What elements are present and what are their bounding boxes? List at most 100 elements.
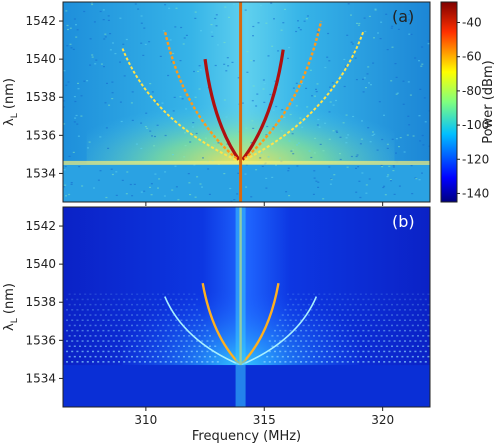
comb-dot [276,324,279,327]
comb-dot [411,355,414,358]
comb-dot [133,329,136,332]
comb-dot [297,314,300,316]
comb-dot [162,335,165,337]
comb-dot [385,293,388,295]
speckle-dot [122,43,125,45]
speckle-dot [355,155,358,158]
comb-dot [76,329,79,332]
comb-dot [180,340,183,342]
comb-dot [318,303,321,306]
speckle-dot [68,193,71,196]
speckle-dot [287,57,289,59]
speckle-dot [171,189,174,191]
comb-dot [357,361,360,363]
speckle-dot [427,43,430,45]
speckle-dot [344,65,347,67]
speckle-dot [297,27,300,29]
speckle-dot [390,180,392,182]
comb-dot [357,340,360,342]
panel-b-lower-band [63,365,430,407]
speckle-dot [200,30,202,32]
speckle-dot [225,116,228,118]
comb-dot [315,361,318,363]
comb-dot [157,293,159,295]
comb-dot [180,361,183,363]
comb-dot [68,293,71,295]
speckle-dot [214,17,217,20]
speckle-dot [161,102,164,104]
speckle-dot [355,79,358,81]
panel-a-label: (a) [392,7,414,26]
comb-dot [370,345,373,347]
comb-dot [414,361,417,363]
comb-dot [180,350,183,353]
speckle-dot [415,178,418,180]
comb-dot [196,340,198,342]
comb-dot [170,340,172,342]
comb-dot [417,293,419,295]
comb-dot [359,293,362,295]
comb-dot [177,314,180,316]
comb-dot [362,298,365,301]
comb-dot [349,293,352,295]
comb-dot [346,319,349,321]
comb-dot [354,303,357,306]
speckle-dot [250,196,253,198]
comb-dot [89,345,92,347]
comb-dot [76,350,79,353]
comb-dot [94,355,97,358]
comb-dot [206,350,209,353]
comb-dot [391,314,393,316]
comb-dot [320,340,323,342]
speckle-dot [282,22,285,24]
comb-dot [271,355,274,358]
comb-dot [206,340,209,342]
comb-dot [128,340,131,342]
comb-dot [411,293,414,295]
comb-dot [167,324,170,327]
speckle-dot [305,87,308,89]
speckle-dot [250,59,253,62]
panel-a-speckle [63,2,430,202]
comb-dot [177,324,180,327]
speckle-dot [288,140,291,142]
speckle-dot [156,124,159,126]
speckle-dot [364,30,367,33]
speckle-dot [208,193,211,195]
comb-dot [86,319,89,321]
panel-b-label: (b) [392,212,415,231]
comb-dot [81,319,84,321]
comb-dot [323,303,326,306]
panel-b-y-axis-label: λL (nm) [2,283,20,331]
speckle-dot [77,88,80,90]
comb-dot [71,298,74,301]
comb-dot [307,355,310,358]
comb-dot [375,324,378,327]
comb-dot [414,329,417,332]
comb-dot [66,340,68,342]
speckle-dot [252,35,254,37]
speckle-dot [179,96,182,98]
comb-dot [297,345,300,347]
comb-dot [206,329,209,332]
comb-dot [79,355,81,358]
comb-dot [339,293,341,295]
comb-dot [393,298,396,301]
speckle-dot [295,82,298,84]
speckle-dot [188,182,191,184]
comb-dot [281,355,284,358]
speckle-dot [257,22,260,24]
comb-dot [188,293,191,295]
comb-dot [214,355,217,358]
comb-dot [97,350,100,353]
speckle-dot [63,70,66,72]
comb-dot [419,309,422,311]
comb-dot [81,309,84,311]
comb-dot [284,340,287,342]
comb-dot [66,319,68,321]
speckle-dot [406,134,409,136]
comb-dot [417,314,419,316]
speckle-dot [174,26,177,28]
speckle-dot [384,194,387,196]
speckle-dot [387,174,390,176]
